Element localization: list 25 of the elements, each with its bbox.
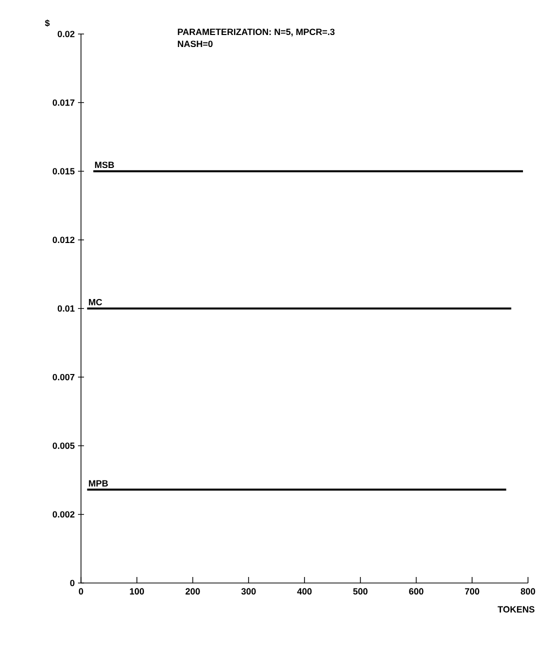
- series-label: MPB: [88, 480, 108, 486]
- x-tick-label: 100: [130, 588, 144, 595]
- series-label: MC: [88, 298, 102, 306]
- x-tick-label: 0: [78, 588, 84, 595]
- y-tick-label: 0.005: [52, 442, 75, 449]
- series-label: MSB: [95, 162, 114, 168]
- x-tick-label: 700: [465, 588, 480, 595]
- x-tick-label: 500: [353, 588, 368, 595]
- y-axis-title: $: [44, 19, 50, 27]
- annotation: PARAMETERIZATION: N=5, MPCR=.3: [178, 28, 335, 36]
- y-tick-label: 0.017: [52, 99, 74, 106]
- x-tick-label: 800: [520, 588, 536, 595]
- annotation: NASH=0: [178, 40, 213, 48]
- y-tick-label: 0.015: [52, 168, 75, 174]
- y-tick-label: 0.002: [52, 511, 74, 518]
- y-tick-label: 0: [70, 580, 74, 586]
- x-tick-label: 300: [241, 588, 256, 595]
- x-axis-title: TOKENS: [498, 606, 534, 613]
- x-tick-label: 200: [186, 588, 200, 595]
- y-tick-label: 0.02: [58, 30, 74, 38]
- y-tick-label: 0.012: [52, 236, 74, 244]
- x-tick-label: 400: [297, 588, 312, 595]
- x-tick-label: 600: [409, 588, 424, 595]
- y-tick-label: 0.007: [52, 374, 74, 380]
- y-tick-label: 0.01: [58, 305, 75, 312]
